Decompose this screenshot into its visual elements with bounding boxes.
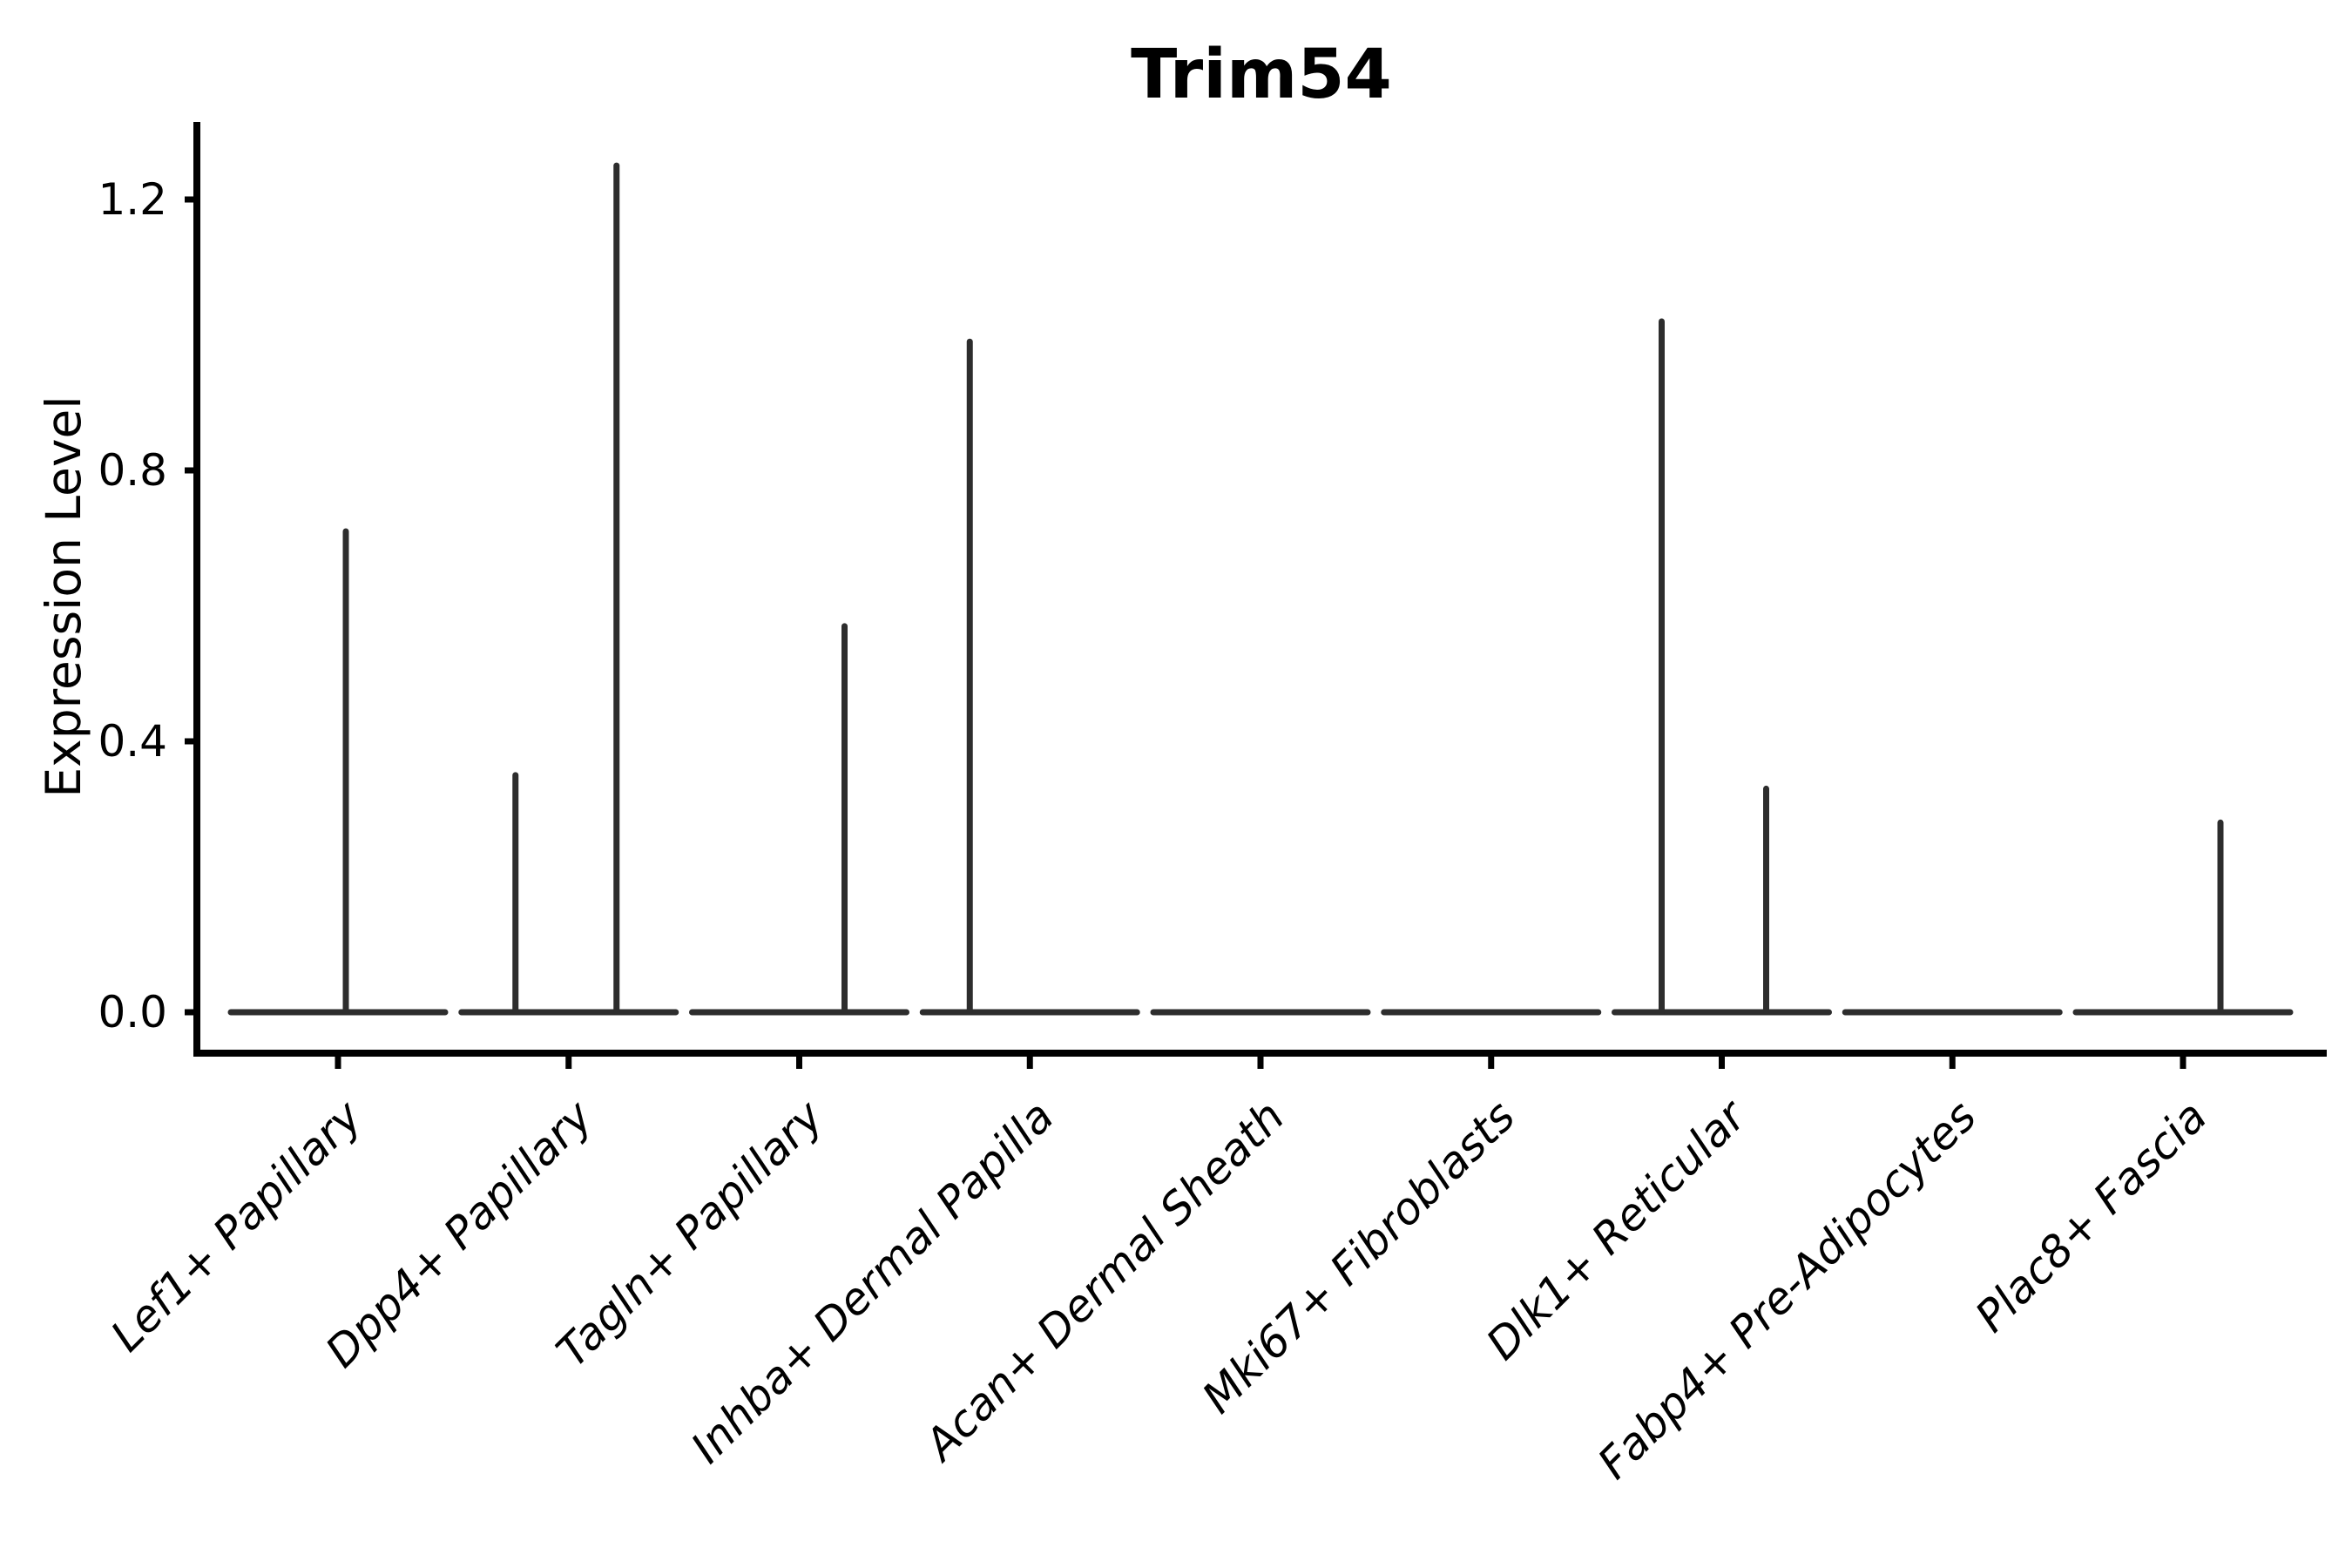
y-tick-label: 0.4	[98, 716, 167, 767]
y-tick-label: 0.0	[98, 987, 167, 1037]
violins	[227, 162, 2294, 1016]
axes	[185, 122, 2327, 1069]
x-category-label: Plac8+ Fascia	[1966, 1091, 2217, 1342]
chart-title: Trim54	[1131, 36, 1392, 114]
y-axis-label: Expression Level	[36, 395, 91, 797]
y-axis-tick-labels: 0.0 0.4 0.8 1.2	[98, 174, 167, 1037]
x-category-label: Lef1+ Papillary	[101, 1090, 372, 1361]
y-tick-label: 1.2	[98, 174, 167, 225]
x-category-label: Fabp4+ Pre-Adipocytes	[1588, 1091, 1986, 1489]
y-tick-label: 0.8	[98, 445, 167, 496]
